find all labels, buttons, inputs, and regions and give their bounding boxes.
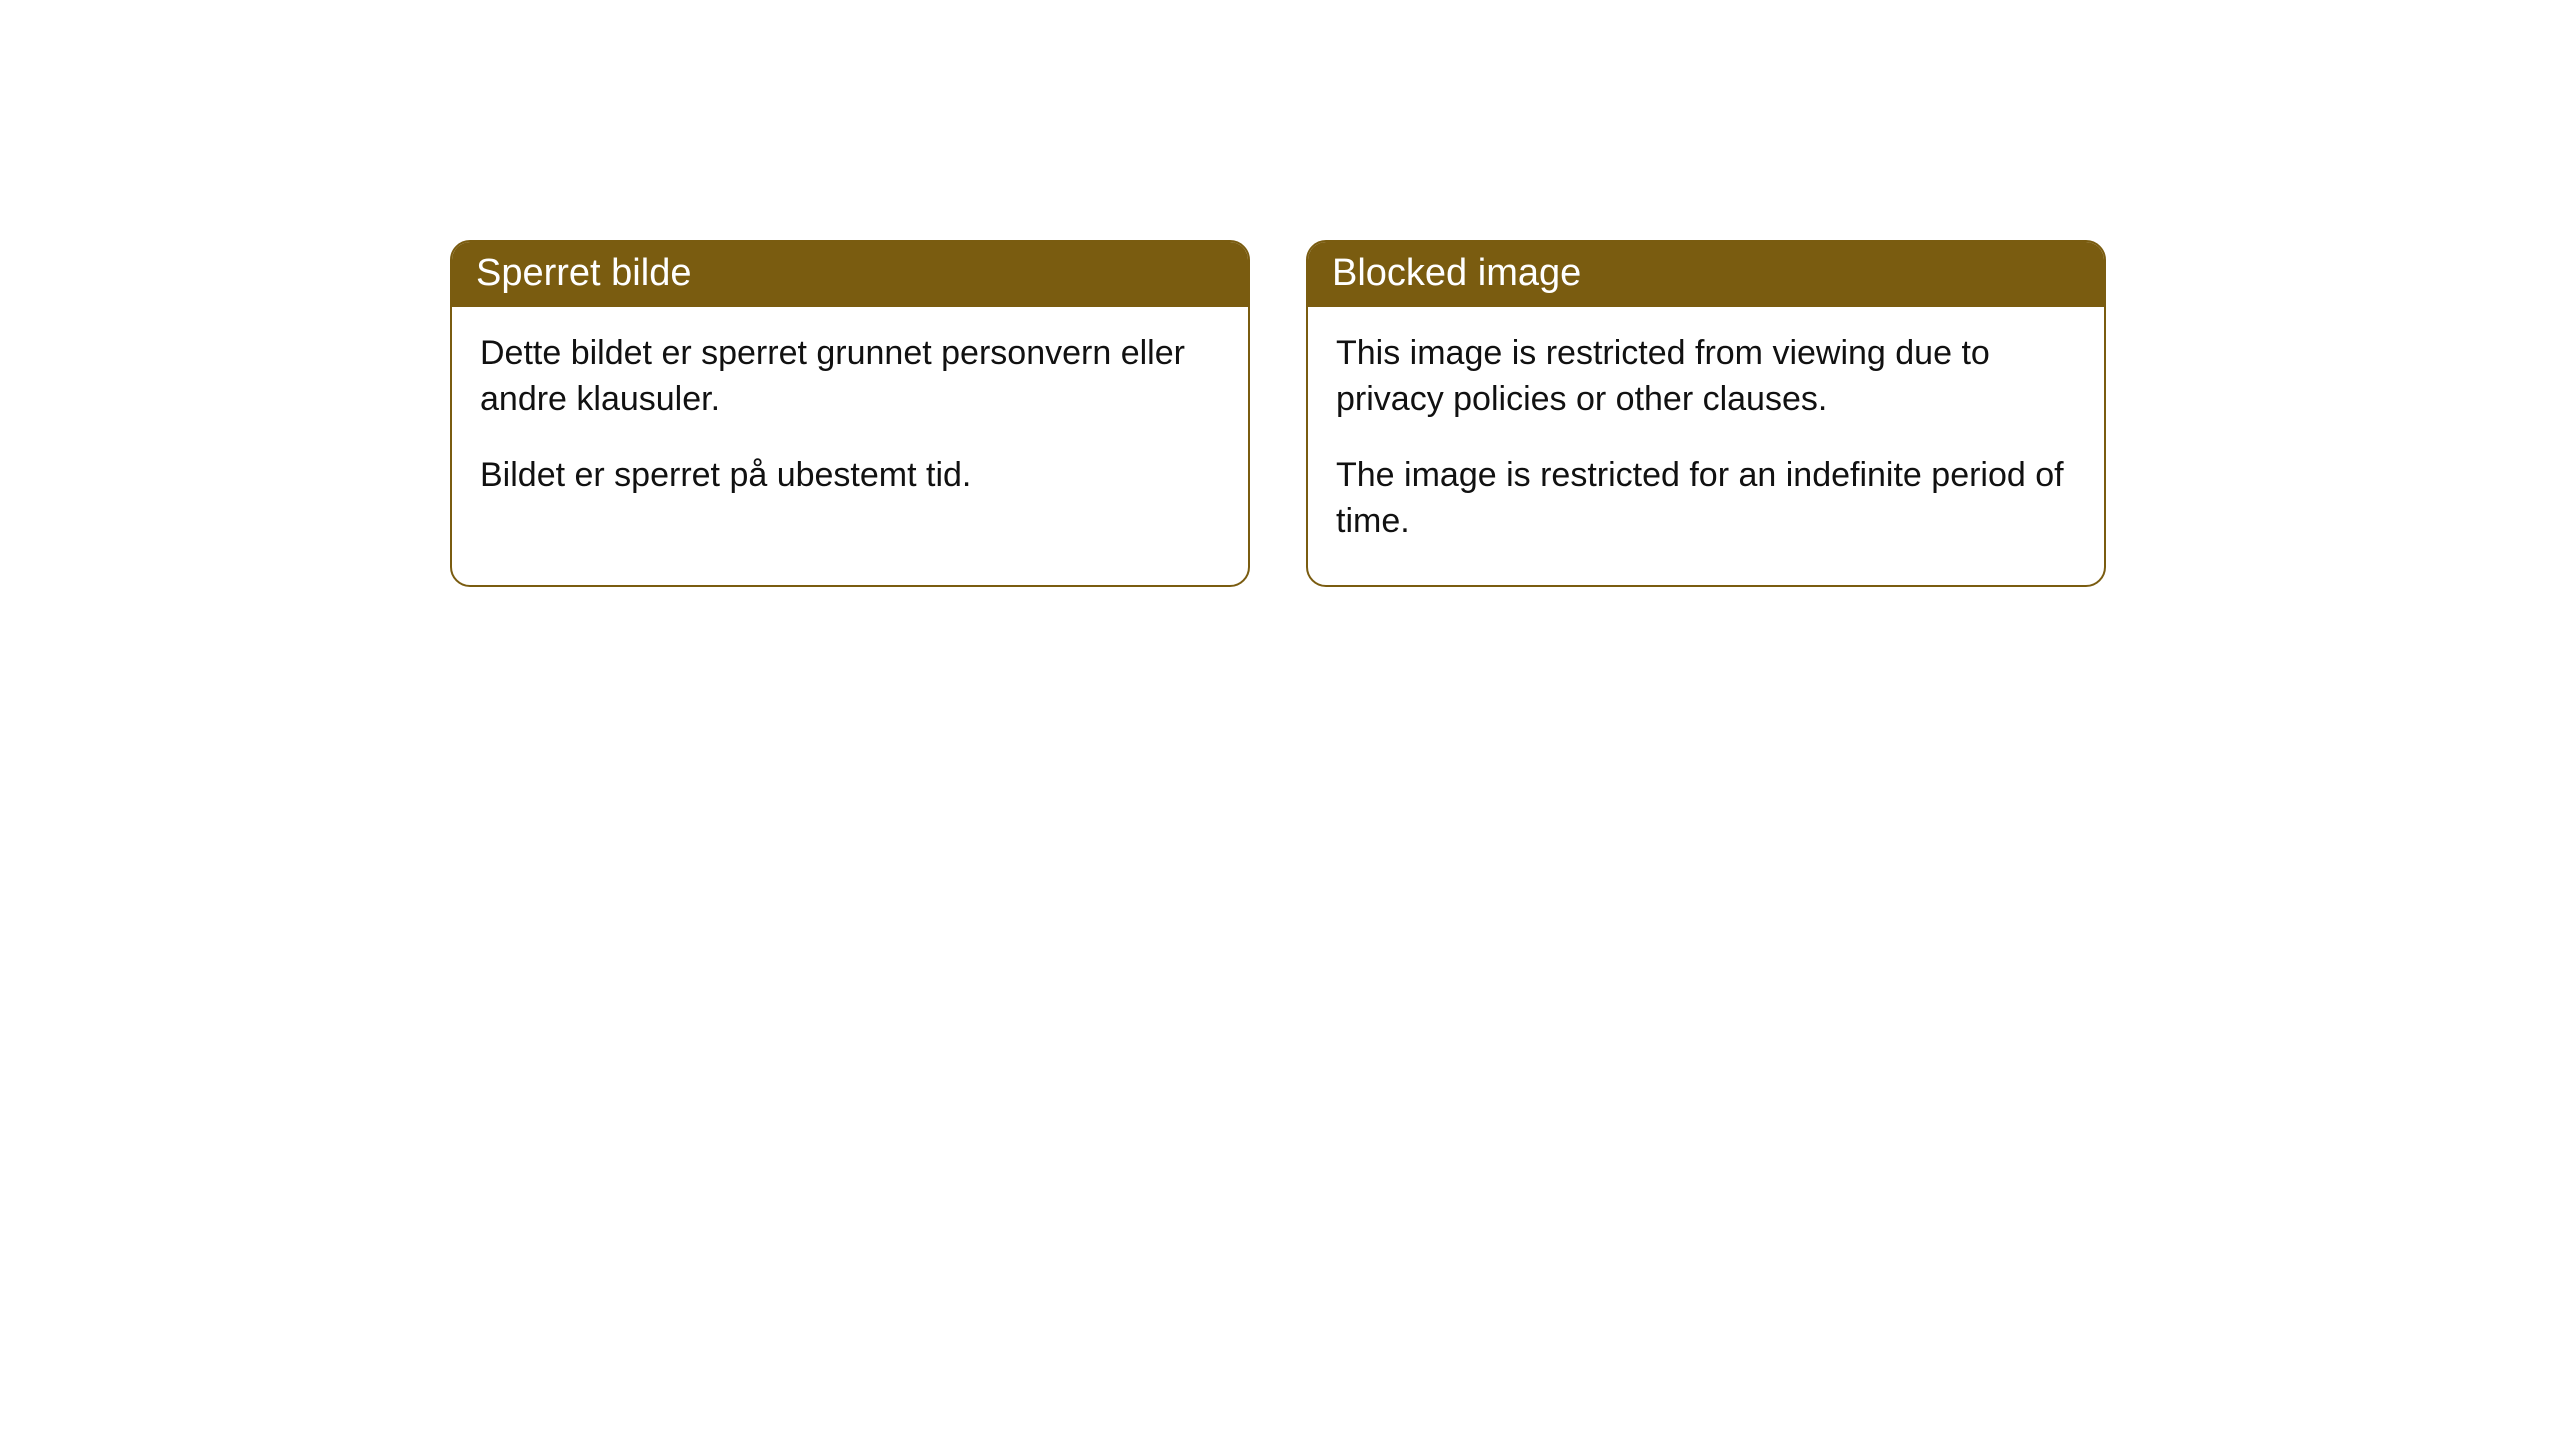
card-header: Sperret bilde [452,242,1248,307]
card-paragraph: The image is restricted for an indefinit… [1336,453,2076,545]
card-header: Blocked image [1308,242,2104,307]
card-body: Dette bildet er sperret grunnet personve… [452,307,1248,539]
card-title: Sperret bilde [476,252,691,294]
blocked-image-card-english: Blocked image This image is restricted f… [1306,240,2106,587]
cards-container: Sperret bilde Dette bildet er sperret gr… [450,240,2560,587]
card-paragraph: Dette bildet er sperret grunnet personve… [480,331,1220,423]
card-paragraph: This image is restricted from viewing du… [1336,331,2076,423]
card-title: Blocked image [1332,252,1581,294]
blocked-image-card-norwegian: Sperret bilde Dette bildet er sperret gr… [450,240,1250,587]
card-body: This image is restricted from viewing du… [1308,307,2104,585]
card-paragraph: Bildet er sperret på ubestemt tid. [480,453,1220,499]
